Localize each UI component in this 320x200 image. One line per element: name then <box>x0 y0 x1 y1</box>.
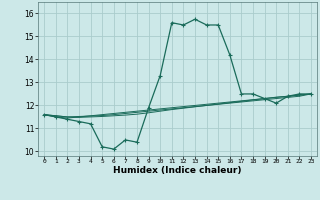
X-axis label: Humidex (Indice chaleur): Humidex (Indice chaleur) <box>113 166 242 175</box>
